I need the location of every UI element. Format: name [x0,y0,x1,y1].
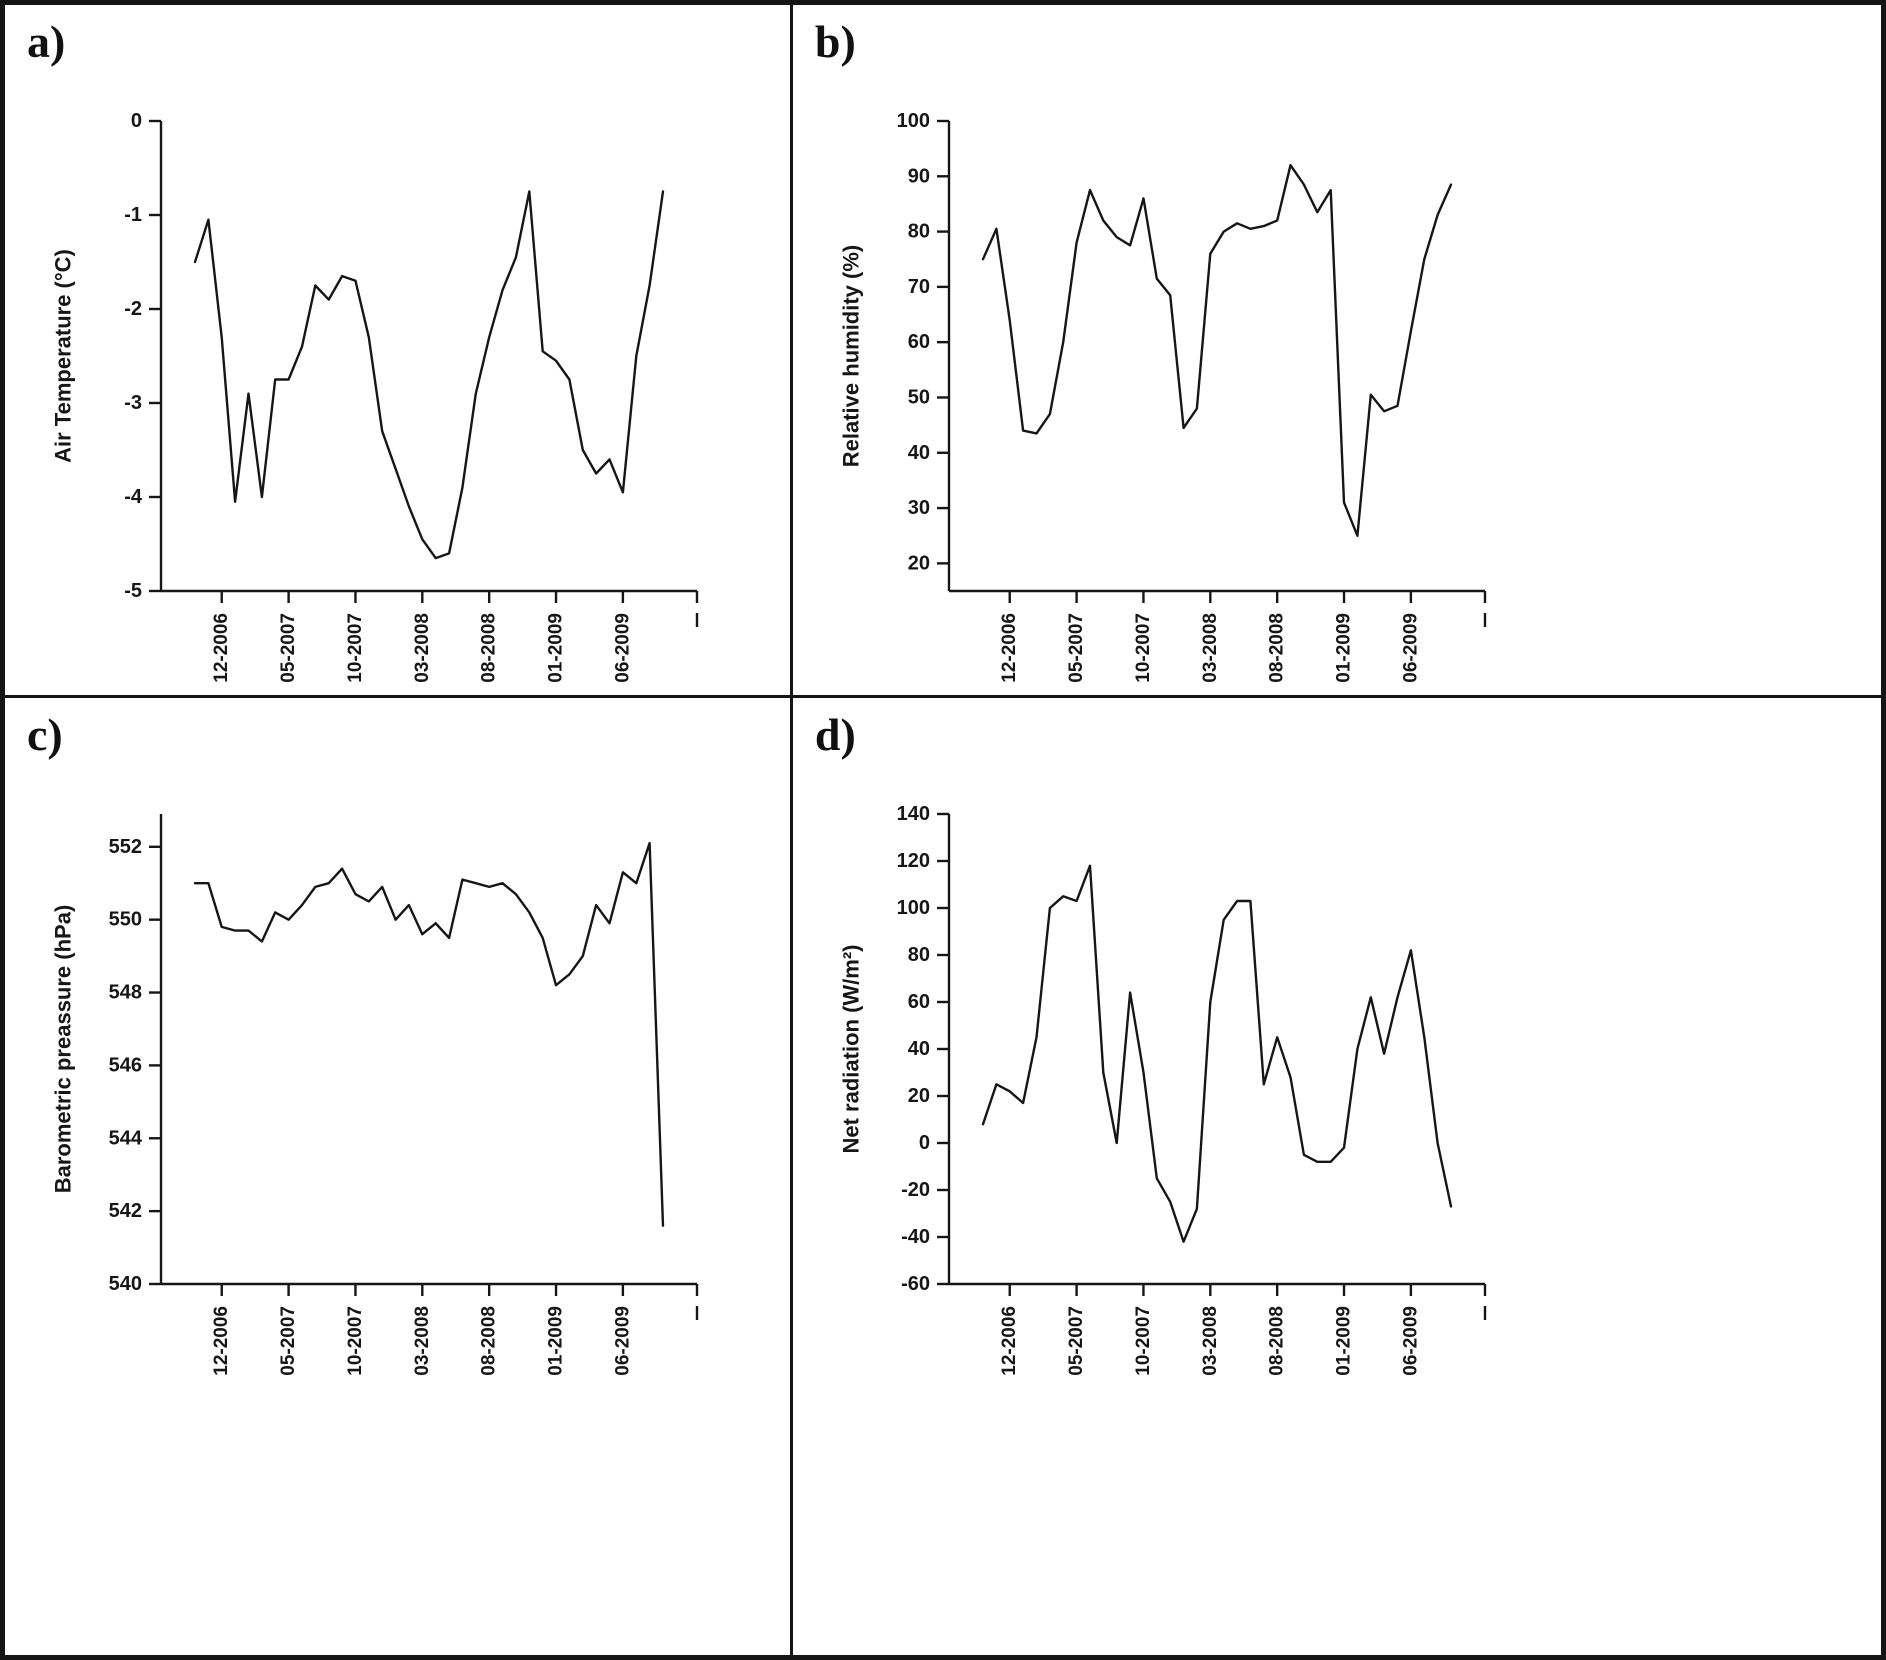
y-tick-label: 0 [131,110,142,132]
y-tick-label: 60 [908,991,930,1013]
data-series [981,163,1453,537]
panel-label-a: a) [27,16,66,67]
x-tick-label: 03-2008 [1200,613,1221,683]
y-tick-label: 40 [908,1038,930,1060]
y-tick-label: 50 [908,386,930,408]
x-tick-label: 01-2009 [1333,613,1354,683]
y-tick-label: 70 [908,276,930,298]
x-tick-label: 12-2006 [211,613,232,683]
y-axis-title: Air Temperature (°C) [51,249,76,463]
y-tick-label: 542 [109,1200,142,1222]
y-tick-label: 20 [908,1085,930,1107]
y-tick-label: 100 [897,110,930,132]
x-tick-label: 08-2008 [479,613,500,683]
x-tick-label: 05-2007 [1066,1306,1087,1376]
x-tick-label: 01-2009 [1333,1306,1354,1376]
x-tick-label: 05-2007 [278,1306,299,1376]
x-tick-label: 01-2009 [546,1306,567,1376]
x-tick-label: 06-2009 [1400,613,1421,683]
barometric-pressure-chart: 552 550 548 546 544 542 540 12-2006 05-2007 10-20… [51,814,699,1376]
x-tick-label: 05-2007 [1066,613,1087,683]
y-tick-label: 60 [908,331,930,353]
x-tick-label: 03-2008 [412,1306,433,1376]
x-tick-label: 12-2006 [999,1306,1020,1376]
y-tick-label: 548 [109,982,142,1004]
x-tick-label: 12-2006 [211,1306,232,1376]
y-axis-title: Net radiation (W/m²) [838,945,863,1154]
panel-barometric-pressure: c) 552 550 548 546 544 542 540 12-2006 05-2007 10… [5,698,793,1655]
x-tick-label: 06-2009 [612,613,633,683]
y-tick-label: -1 [124,204,142,226]
x-tick-label: 08-2008 [1267,1306,1288,1376]
y-tick-label: 80 [908,944,930,966]
x-tick-label: 01-2009 [546,613,567,683]
x-tick-label: 10-2007 [1133,1306,1154,1376]
y-tick-label: -3 [124,392,142,414]
y-tick-label: 546 [109,1054,142,1076]
panel-net-radiation: d) 140 120 100 80 60 40 20 0 -20 -40 -60 12-2006 05-… [792,698,1881,1655]
y-axis-title: Relative humidity (%) [838,245,863,467]
panel-label-d: d) [814,709,856,760]
panel-relative-humidity: b) 100 90 80 70 60 50 40 30 20 12-2006 05-2007 10-2… [792,5,1881,698]
y-tick-label: -5 [124,580,142,602]
x-tick-label: 12-2006 [999,613,1020,683]
x-tick-label: 05-2007 [278,613,299,683]
y-tick-label: -20 [901,1179,930,1201]
panel-label-c: c) [27,709,63,760]
y-axis-title: Barometric preassure (hPa) [51,905,76,1194]
x-tick-label: 03-2008 [1200,1306,1221,1376]
y-tick-label: 0 [919,1132,930,1154]
y-tick-label: -60 [901,1273,930,1295]
y-tick-label: -4 [124,486,143,508]
y-tick-label: 140 [897,803,930,825]
air-temperature-chart: 0 -1 -2 -3 -4 -5 12-2006 05-2007 10-2007 03-2008 0… [51,110,699,683]
x-tick-label: 06-2009 [1400,1306,1421,1376]
y-tick-label: 100 [897,897,930,919]
y-tick-label: 40 [908,442,930,464]
relative-humidity-chart: 100 90 80 70 60 50 40 30 20 12-2006 05-2007 10-2007… [838,110,1487,683]
panel-label-b: b) [814,16,856,67]
y-tick-label: 120 [897,850,930,872]
y-tick-label: 30 [908,497,930,519]
x-tick-label: 06-2009 [612,1306,633,1376]
panel-air-temperature: a) 0 -1 -2 -3 -4 -5 12-2006 05-2007 10-2007 03-20… [5,5,793,698]
x-tick-label: 10-2007 [1133,613,1154,683]
x-tick-label: 10-2007 [345,613,366,683]
x-tick-label: 10-2007 [345,1306,366,1376]
x-tick-label: 03-2008 [412,613,433,683]
y-tick-label: 550 [109,909,142,931]
y-tick-label: 540 [109,1273,142,1295]
data-series [193,841,665,1227]
y-tick-label: 20 [908,552,930,574]
y-tick-label: -40 [901,1226,930,1248]
data-series [193,190,665,560]
y-tick-label: 90 [908,165,930,187]
y-tick-label: 80 [908,221,930,243]
x-tick-label: 08-2008 [479,1306,500,1376]
x-tick-label: 08-2008 [1267,613,1288,683]
y-tick-label: 544 [109,1127,143,1149]
y-tick-label: 552 [109,836,142,858]
net-radiation-chart: 140 120 100 80 60 40 20 0 -20 -40 -60 12-2006 05-200… [838,803,1487,1376]
data-series [981,864,1453,1243]
y-tick-label: -2 [124,298,142,320]
